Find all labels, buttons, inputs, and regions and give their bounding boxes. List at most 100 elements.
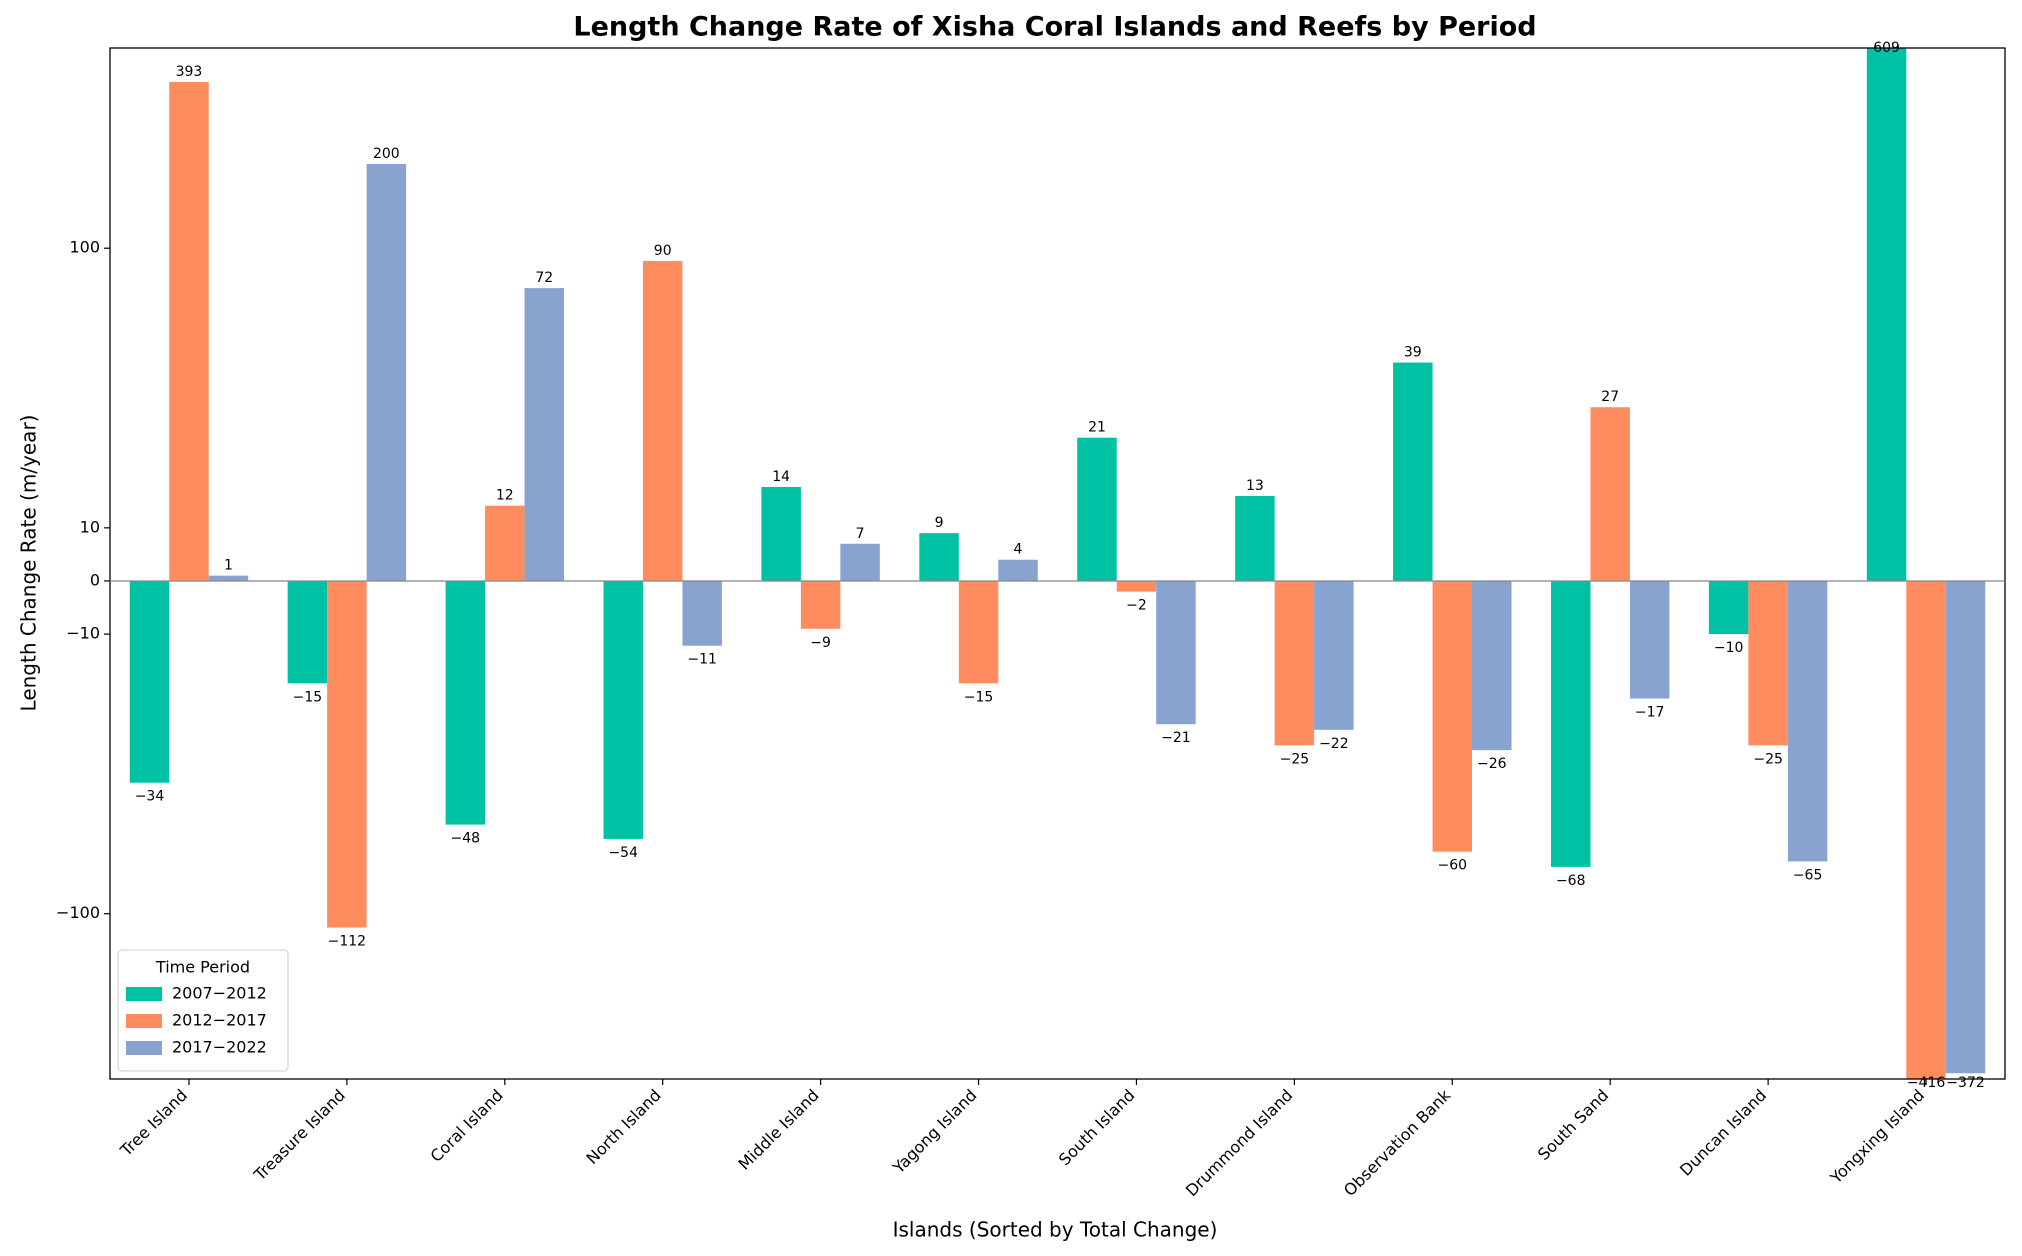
- data-label: 1: [224, 558, 233, 574]
- bar: [1432, 580, 1473, 852]
- data-label: −11: [687, 652, 717, 668]
- bar: [1235, 495, 1275, 581]
- y-tick-label: 100: [69, 238, 100, 257]
- data-label: −416: [1907, 1075, 1946, 1091]
- y-tick-label: 10: [80, 517, 100, 536]
- bar: [445, 580, 486, 825]
- legend-swatch: [126, 1041, 162, 1055]
- data-label: −2: [1126, 598, 1147, 614]
- x-tick-label: Coral Island: [427, 1086, 507, 1166]
- data-label: −25: [1280, 751, 1310, 767]
- data-label: −54: [608, 845, 638, 861]
- legend-swatch: [126, 1014, 162, 1028]
- x-tick-label: Yongxing Island: [1826, 1086, 1928, 1188]
- data-label: 13: [1246, 478, 1264, 494]
- data-label: −48: [451, 831, 481, 847]
- bar: [761, 486, 801, 581]
- data-label: 609: [1873, 40, 1900, 56]
- data-label: 14: [772, 469, 790, 485]
- x-tick-label: South Sand: [1534, 1086, 1612, 1164]
- data-label: −34: [135, 789, 165, 805]
- bar: [642, 261, 683, 581]
- bar: [1274, 580, 1315, 746]
- data-label: −9: [810, 635, 831, 651]
- legend-swatch: [126, 987, 162, 1001]
- x-tick-label: North Island: [582, 1086, 664, 1168]
- bar: [1472, 580, 1512, 751]
- bar: [919, 533, 959, 581]
- data-label: −15: [293, 689, 323, 705]
- legend-label: 2007−2012: [172, 984, 267, 1003]
- bar: [524, 288, 565, 581]
- bar: [208, 575, 249, 581]
- bar: [998, 559, 1038, 581]
- x-tick-label: Middle Island: [735, 1086, 823, 1174]
- x-axis-title: Islands (Sorted by Total Change): [893, 1218, 1218, 1242]
- bar: [1156, 580, 1196, 725]
- data-label: 90: [654, 243, 672, 259]
- y-tick-label: −10: [66, 624, 100, 643]
- bar: [1314, 580, 1354, 730]
- data-label: −68: [1556, 873, 1586, 889]
- bar: [1708, 580, 1749, 635]
- data-label: 9: [935, 515, 944, 531]
- x-tick-label: South Island: [1055, 1086, 1139, 1170]
- data-label: −25: [1753, 751, 1783, 767]
- bar: [603, 580, 643, 839]
- data-label: −26: [1477, 756, 1507, 772]
- bar: [1629, 580, 1670, 699]
- data-label: 4: [1014, 542, 1023, 558]
- chart-title: Length Change Rate of Xisha Coral Island…: [573, 12, 1536, 43]
- x-tick-label: Treasure Island: [250, 1086, 349, 1185]
- x-tick-label: Observation Bank: [1340, 1085, 1455, 1200]
- bar: [169, 82, 209, 581]
- bar: [1787, 580, 1828, 862]
- x-tick-label: Drummond Island: [1182, 1086, 1297, 1201]
- plot-area: [129, 48, 1986, 1079]
- data-label: −112: [328, 933, 366, 949]
- bar: [1590, 407, 1630, 581]
- legend-label: 2017−2022: [172, 1038, 267, 1057]
- legend-label: 2012−2017: [172, 1011, 267, 1030]
- data-label: −21: [1161, 730, 1191, 746]
- bar: [800, 580, 841, 629]
- bar: [958, 580, 999, 684]
- bar: [366, 164, 407, 581]
- bar: [840, 543, 880, 581]
- bar: [1077, 437, 1117, 581]
- data-label: −60: [1438, 858, 1468, 874]
- data-label: 393: [176, 64, 203, 80]
- bar: [1945, 580, 1986, 1074]
- bar: [1393, 362, 1433, 581]
- data-label: 12: [496, 488, 514, 504]
- data-label: 200: [373, 146, 400, 162]
- data-label: −65: [1793, 867, 1823, 883]
- bar: [1866, 48, 1907, 581]
- y-tick-label: −100: [56, 903, 100, 922]
- y-axis-title: Length Change Rate (m/year): [17, 415, 41, 712]
- legend-box: [117, 949, 289, 1072]
- bar: [485, 505, 525, 581]
- legend-title: Time Period: [155, 958, 250, 977]
- data-label: −372: [1946, 1075, 1984, 1091]
- data-label: 39: [1404, 345, 1422, 361]
- data-label: −22: [1319, 736, 1349, 752]
- y-tick-label: 0: [90, 570, 100, 589]
- x-tick-label: Tree Island: [116, 1086, 191, 1161]
- data-label: 7: [856, 526, 865, 542]
- data-label: −10: [1714, 640, 1744, 656]
- bar: [1906, 580, 1946, 1079]
- data-label: −15: [964, 689, 994, 705]
- bar: [1550, 580, 1591, 867]
- data-label: 72: [535, 270, 553, 286]
- bar: [287, 580, 328, 684]
- data-label: 21: [1088, 420, 1106, 436]
- bar: [682, 580, 722, 646]
- x-tick-label: Duncan Island: [1676, 1086, 1770, 1180]
- bar: [327, 580, 367, 928]
- bar: [129, 580, 170, 783]
- data-label: 27: [1601, 389, 1619, 405]
- x-tick-label: Yagong Island: [888, 1086, 980, 1178]
- plot-frame: [109, 47, 2006, 1080]
